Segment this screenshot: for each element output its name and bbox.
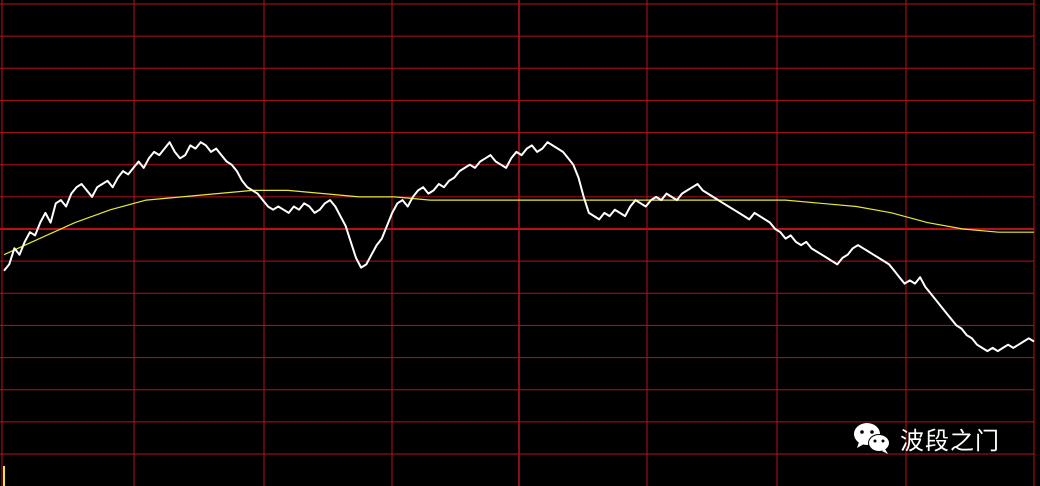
price-line bbox=[3, 141, 1035, 353]
average-price-line bbox=[3, 189, 1034, 256]
watermark-text: 波段之门 bbox=[900, 426, 1000, 455]
watermark: 波段之门 bbox=[852, 420, 1000, 456]
wechat-icon bbox=[854, 423, 890, 454]
